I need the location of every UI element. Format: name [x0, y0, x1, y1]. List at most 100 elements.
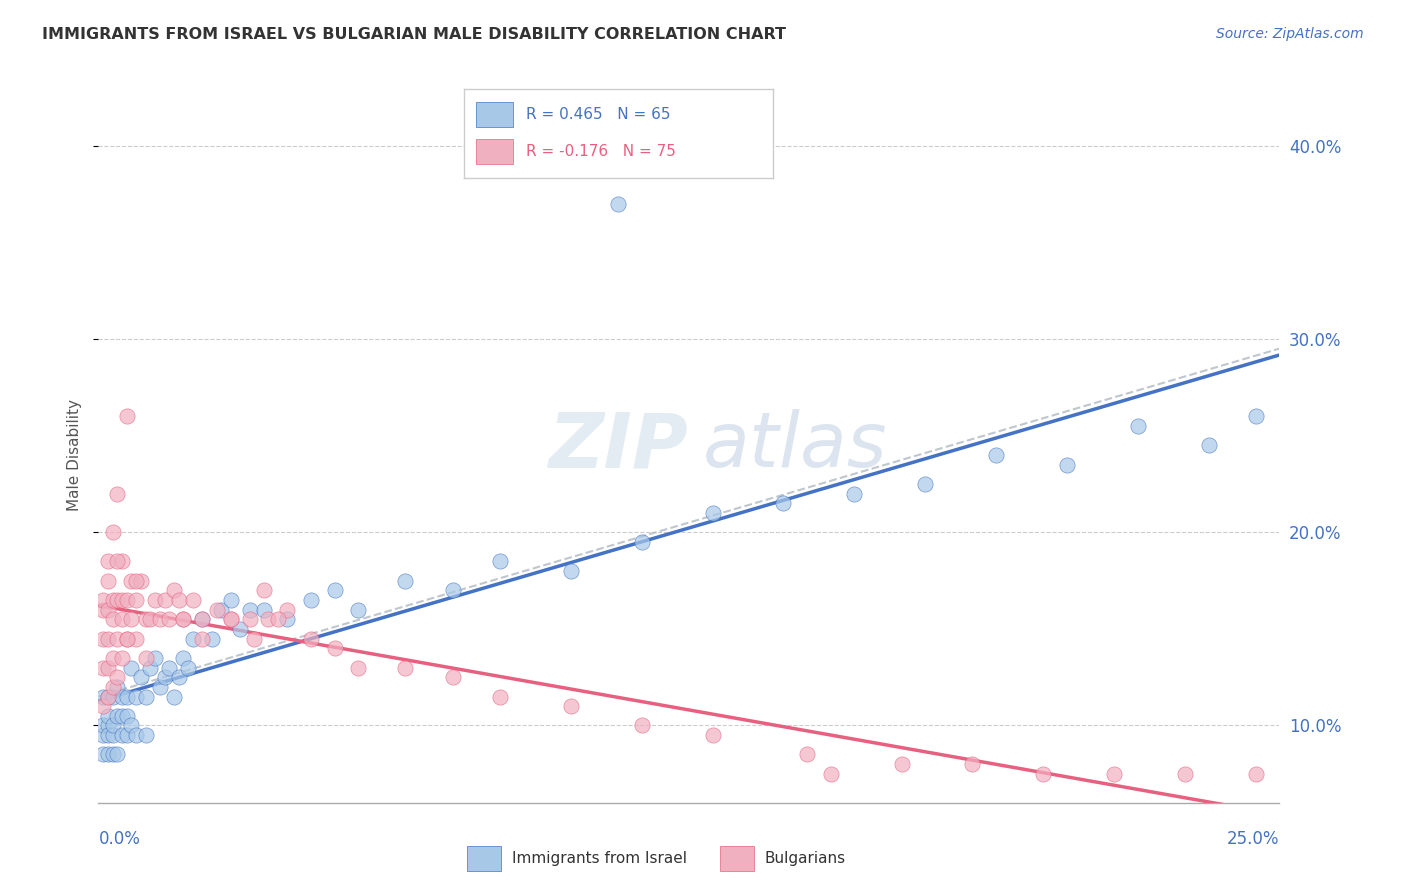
- Point: [139, 612, 162, 626]
- Point: [157, 660, 180, 674]
- Point: [299, 632, 322, 646]
- Point: [105, 747, 128, 762]
- Point: [191, 612, 214, 626]
- Point: [115, 728, 138, 742]
- Bar: [477, 139, 513, 164]
- Point: [125, 728, 148, 742]
- Point: [323, 641, 346, 656]
- Text: atlas: atlas: [703, 409, 887, 483]
- Point: [125, 632, 148, 646]
- Point: [153, 592, 176, 607]
- Point: [1126, 419, 1149, 434]
- Text: R = 0.465   N = 65: R = 0.465 N = 65: [526, 107, 671, 121]
- Point: [347, 602, 370, 616]
- Point: [135, 728, 157, 742]
- Point: [135, 690, 157, 704]
- Bar: [720, 847, 754, 871]
- Text: ZIP: ZIP: [550, 409, 689, 483]
- Point: [276, 612, 298, 626]
- Point: [97, 574, 120, 588]
- Point: [101, 592, 124, 607]
- Point: [101, 525, 124, 540]
- Point: [914, 476, 936, 491]
- Point: [101, 718, 124, 732]
- Point: [560, 564, 582, 578]
- Point: [135, 612, 157, 626]
- Point: [91, 728, 114, 742]
- Point: [125, 690, 148, 704]
- Text: IMMIGRANTS FROM ISRAEL VS BULGARIAN MALE DISABILITY CORRELATION CHART: IMMIGRANTS FROM ISRAEL VS BULGARIAN MALE…: [42, 27, 786, 42]
- Point: [229, 622, 252, 636]
- Point: [105, 670, 128, 684]
- Point: [172, 651, 194, 665]
- Point: [101, 612, 124, 626]
- Point: [97, 728, 120, 742]
- Point: [105, 486, 128, 500]
- Point: [630, 718, 652, 732]
- Text: 25.0%: 25.0%: [1227, 830, 1279, 847]
- Point: [1198, 438, 1220, 452]
- Point: [1102, 766, 1125, 781]
- Point: [1056, 458, 1078, 472]
- Point: [441, 583, 464, 598]
- Point: [121, 574, 143, 588]
- Point: [97, 747, 120, 762]
- Point: [201, 632, 224, 646]
- Text: 0.0%: 0.0%: [98, 830, 141, 847]
- Point: [177, 660, 200, 674]
- Text: Bulgarians: Bulgarians: [765, 851, 846, 866]
- Point: [97, 554, 120, 568]
- Point: [97, 690, 120, 704]
- Point: [984, 448, 1007, 462]
- Point: [1244, 766, 1267, 781]
- Point: [121, 718, 143, 732]
- Point: [97, 718, 120, 732]
- Point: [163, 690, 186, 704]
- Point: [172, 612, 194, 626]
- Point: [239, 612, 262, 626]
- Point: [489, 554, 512, 568]
- Point: [181, 592, 204, 607]
- Point: [149, 612, 172, 626]
- Point: [172, 612, 194, 626]
- Point: [191, 632, 214, 646]
- Point: [111, 651, 134, 665]
- Point: [253, 602, 276, 616]
- Point: [394, 660, 416, 674]
- Point: [105, 592, 128, 607]
- Point: [181, 632, 204, 646]
- Point: [441, 670, 464, 684]
- Point: [489, 690, 512, 704]
- Point: [111, 554, 134, 568]
- Point: [253, 583, 276, 598]
- Point: [243, 632, 266, 646]
- Point: [91, 602, 114, 616]
- Point: [101, 690, 124, 704]
- Point: [91, 690, 114, 704]
- Point: [267, 612, 290, 626]
- Y-axis label: Male Disability: Male Disability: [66, 399, 82, 511]
- Point: [702, 728, 724, 742]
- Point: [153, 670, 176, 684]
- Text: Immigrants from Israel: Immigrants from Israel: [512, 851, 686, 866]
- Point: [394, 574, 416, 588]
- Point: [101, 728, 124, 742]
- Point: [796, 747, 818, 762]
- Point: [105, 680, 128, 694]
- Point: [91, 718, 114, 732]
- Point: [111, 690, 134, 704]
- Point: [560, 699, 582, 714]
- Point: [299, 592, 322, 607]
- Point: [121, 660, 143, 674]
- Point: [91, 747, 114, 762]
- Point: [772, 496, 794, 510]
- Text: Source: ZipAtlas.com: Source: ZipAtlas.com: [1216, 27, 1364, 41]
- Point: [157, 612, 180, 626]
- Point: [91, 699, 114, 714]
- Point: [219, 612, 242, 626]
- Point: [347, 660, 370, 674]
- Point: [105, 554, 128, 568]
- Point: [205, 602, 228, 616]
- Text: R = -0.176   N = 75: R = -0.176 N = 75: [526, 145, 676, 159]
- Point: [962, 757, 984, 772]
